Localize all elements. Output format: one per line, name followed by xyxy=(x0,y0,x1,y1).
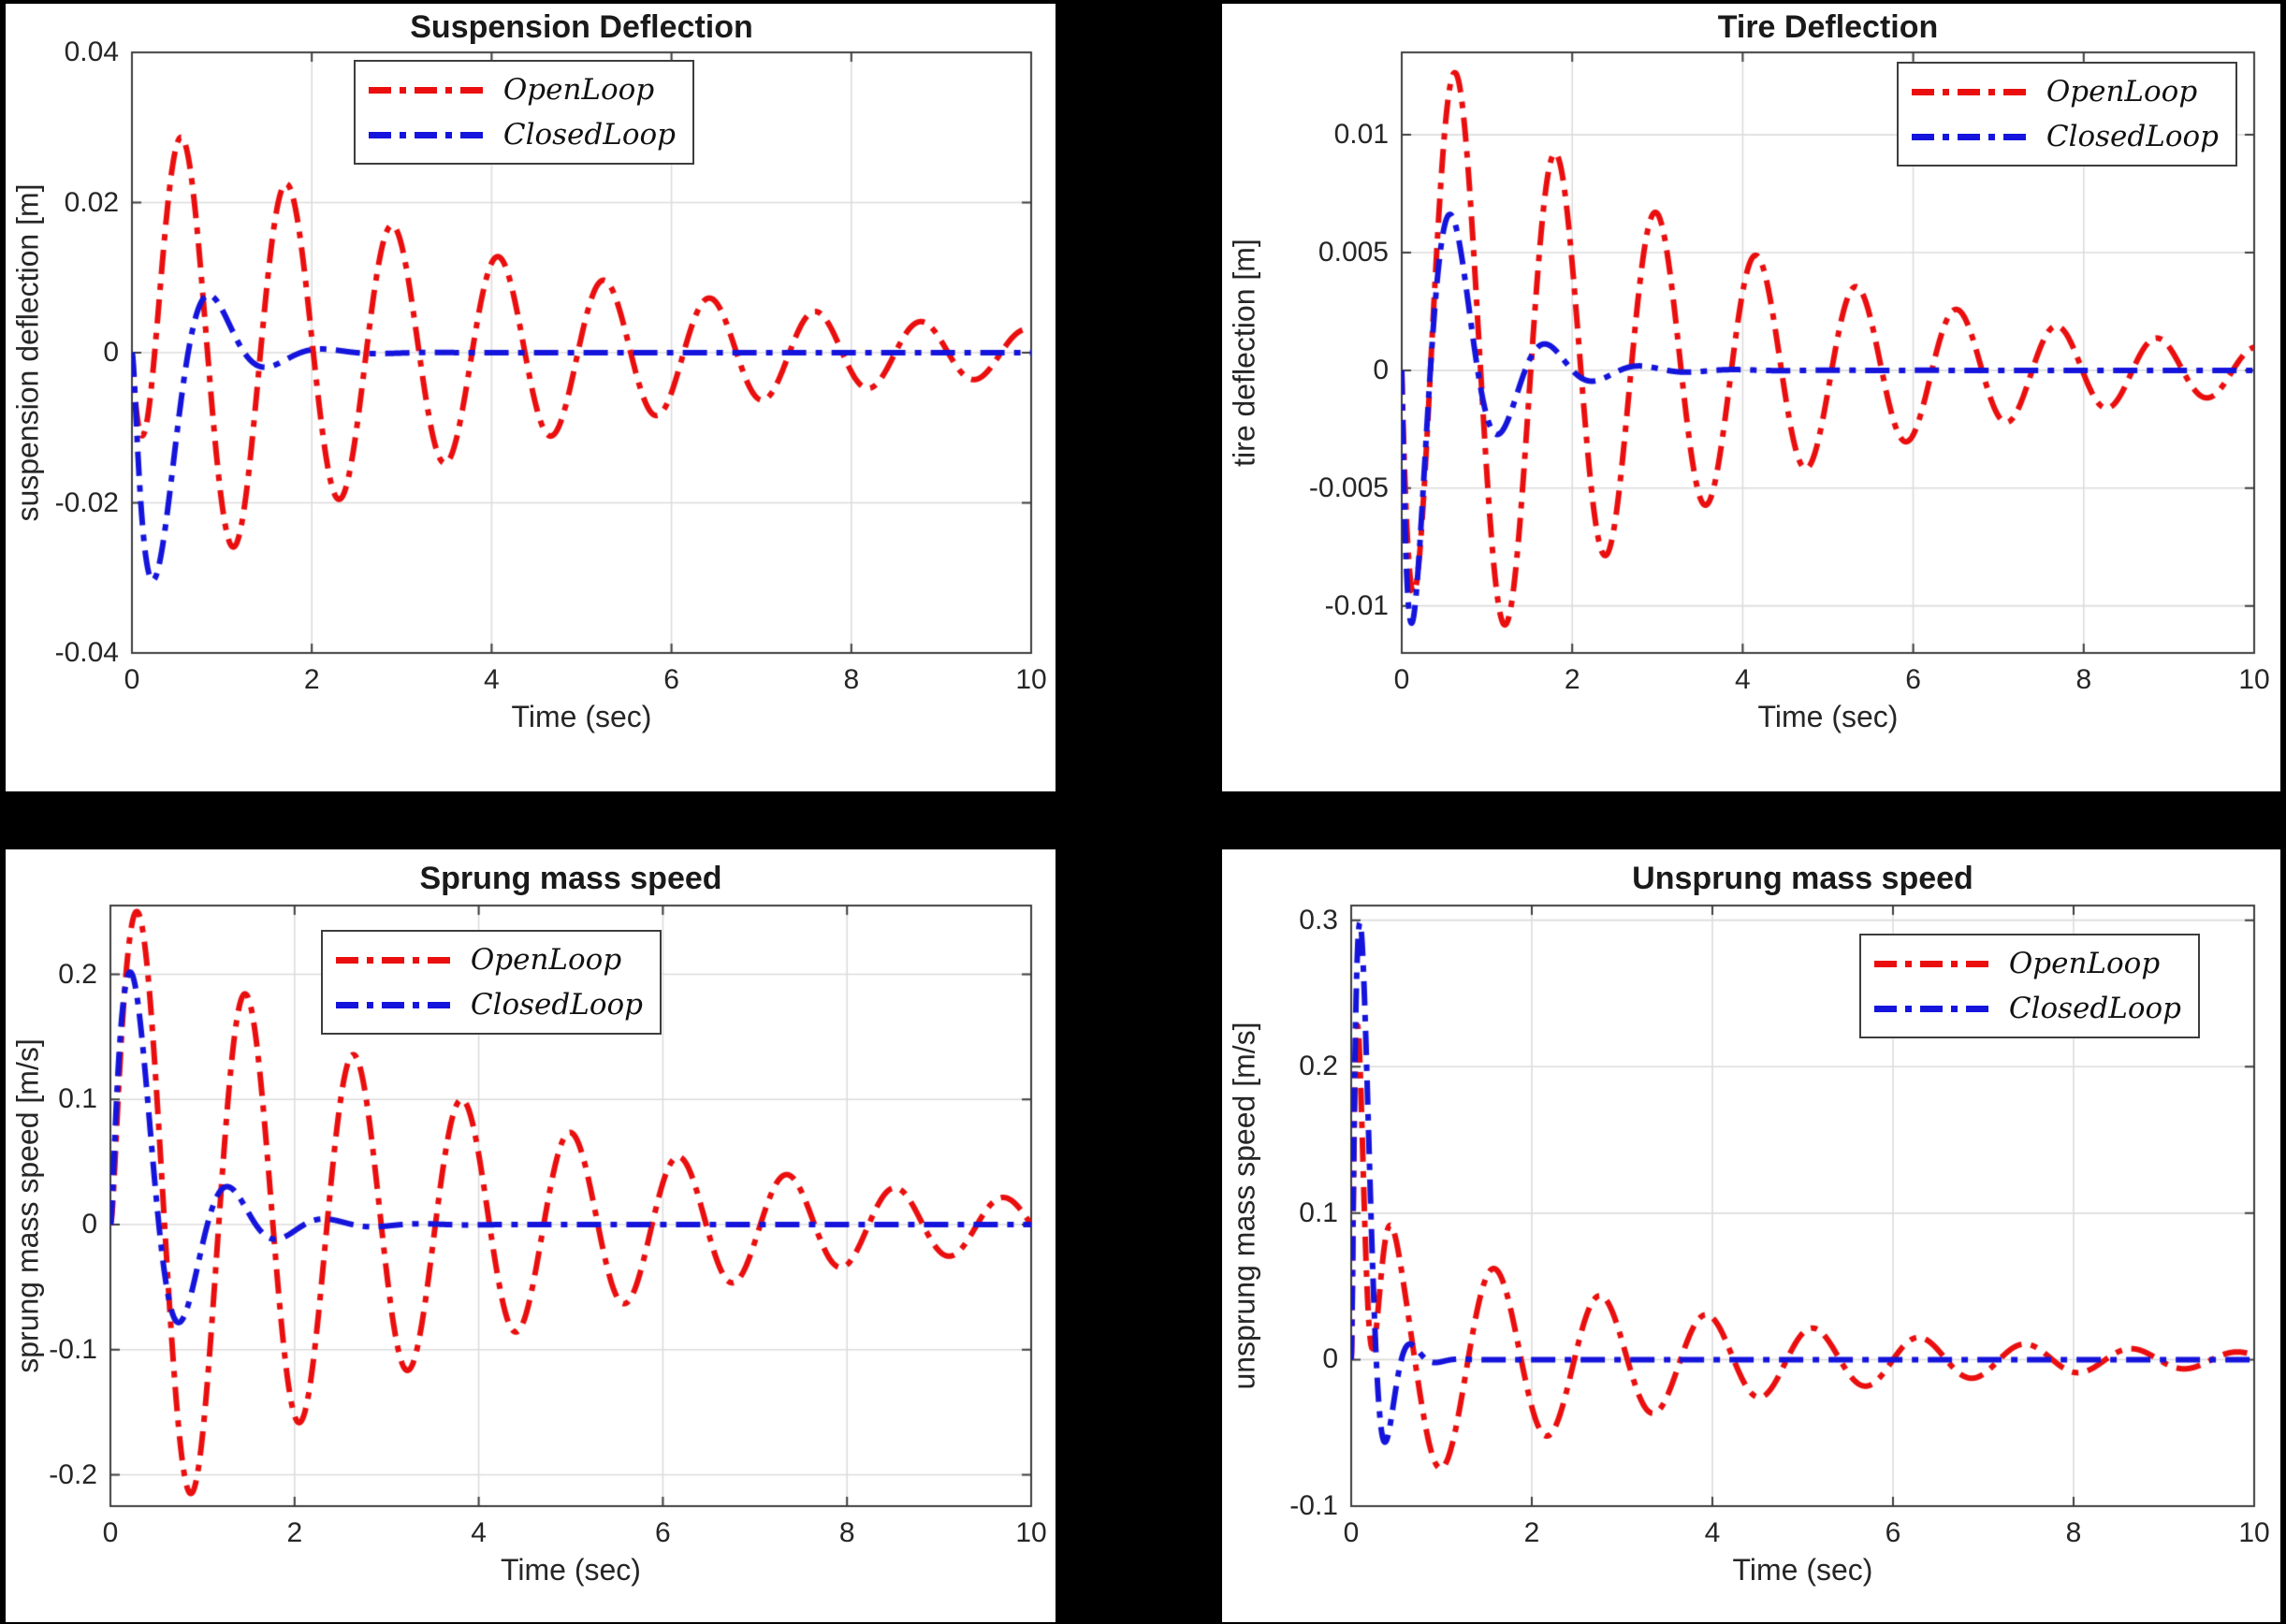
x-tick-label: 0 xyxy=(1343,1517,1360,1548)
legend-entry-openloop: OpenLoop xyxy=(1873,947,2181,980)
closedloop-dashdot-line-icon xyxy=(1911,133,2031,140)
y-tick-label: 0 xyxy=(81,1209,97,1240)
chart-panel-tire-deflection: Tire Deflection tire deflection [m] Time… xyxy=(1222,4,2280,791)
x-axis-label: Time (sec) xyxy=(511,700,652,733)
y-tick-label: 0 xyxy=(1373,354,1389,385)
x-tick-label: 6 xyxy=(1885,1517,1901,1548)
chart-panel-sprung-mass-speed: Sprung mass speed sprung mass speed [m/s… xyxy=(6,849,1056,1622)
legend-label-closedloop: ClosedLoop xyxy=(2008,992,2181,1025)
closedloop-dashdot-line-icon xyxy=(335,1001,456,1008)
x-tick-label: 8 xyxy=(843,664,860,695)
x-tick-label: 0 xyxy=(1393,664,1410,695)
legend-label-openloop: OpenLoop xyxy=(2046,75,2198,109)
x-tick-label: 8 xyxy=(2065,1517,2082,1548)
x-tick-label: 6 xyxy=(663,664,679,695)
openloop-dashdot-line-icon xyxy=(1873,960,1994,967)
y-tick-label: -0.1 xyxy=(1289,1490,1338,1521)
legend-entry-closedloop: ClosedLoop xyxy=(1873,992,2181,1025)
x-tick-label: 2 xyxy=(1523,1517,1540,1548)
x-tick-label: 4 xyxy=(1704,1517,1721,1548)
legend-entry-closedloop: ClosedLoop xyxy=(368,118,676,152)
y-tick-label: 0.02 xyxy=(64,186,119,218)
x-tick-label: 8 xyxy=(838,1517,855,1548)
openloop-dashdot-line-icon xyxy=(368,86,488,94)
y-tick-label: -0.01 xyxy=(1324,589,1389,621)
closedloop-dashdot-line-icon xyxy=(1873,1005,1994,1012)
x-tick-label: 0 xyxy=(102,1517,119,1548)
legend-label-openloop: OpenLoop xyxy=(2008,947,2161,980)
x-tick-label: 2 xyxy=(1564,664,1580,695)
y-tick-label: 0.005 xyxy=(1318,237,1389,268)
y-tick-label: 0.1 xyxy=(58,1083,97,1115)
x-tick-label: 2 xyxy=(303,664,320,695)
y-tick-label: -0.1 xyxy=(49,1333,97,1365)
legend-label-closedloop: ClosedLoop xyxy=(470,988,643,1022)
y-tick-label: 0 xyxy=(1322,1343,1338,1375)
x-tick-label: 2 xyxy=(286,1517,303,1548)
legend: OpenLoop ClosedLoop xyxy=(353,60,694,165)
legend: OpenLoop ClosedLoop xyxy=(320,930,662,1035)
legend: OpenLoop ClosedLoop xyxy=(1858,934,2200,1038)
legend-entry-closedloop: ClosedLoop xyxy=(1911,120,2219,153)
y-tick-label: -0.2 xyxy=(49,1458,97,1490)
legend-entry-closedloop: ClosedLoop xyxy=(335,988,643,1022)
legend-label-closedloop: ClosedLoop xyxy=(2046,120,2219,153)
x-tick-label: 8 xyxy=(2075,664,2092,695)
chart-panel-suspension-deflection: Suspension Deflection suspension deflect… xyxy=(6,4,1056,791)
y-tick-label: 0.01 xyxy=(1333,119,1389,151)
y-tick-label: -0.005 xyxy=(1308,471,1389,503)
y-tick-label: 0.2 xyxy=(58,958,97,990)
legend-label-openloop: OpenLoop xyxy=(502,73,655,107)
legend-entry-openloop: OpenLoop xyxy=(1911,75,2219,109)
chart-panel-unsprung-mass-speed: Unsprung mass speed unsprung mass speed … xyxy=(1222,849,2280,1622)
y-tick-label: 0.04 xyxy=(64,36,119,67)
y-tick-label: 0.3 xyxy=(1299,904,1338,935)
x-tick-label: 10 xyxy=(2238,664,2270,695)
x-tick-label: 0 xyxy=(124,664,140,695)
legend-entry-openloop: OpenLoop xyxy=(335,943,643,977)
x-tick-label: 4 xyxy=(1735,664,1751,695)
y-tick-label: 0.2 xyxy=(1299,1051,1338,1082)
x-tick-label: 6 xyxy=(1905,664,1921,695)
x-tick-label: 10 xyxy=(1015,664,1047,695)
x-axis-label: Time (sec) xyxy=(1757,700,1899,733)
x-tick-label: 6 xyxy=(655,1517,671,1548)
x-axis-label: Time (sec) xyxy=(501,1553,641,1587)
x-tick-label: 10 xyxy=(1015,1517,1047,1548)
y-tick-label: 0 xyxy=(103,337,119,368)
y-tick-label: -0.02 xyxy=(54,486,119,518)
x-tick-label: 10 xyxy=(2238,1517,2270,1548)
legend-label-closedloop: ClosedLoop xyxy=(502,118,676,152)
legend: OpenLoop ClosedLoop xyxy=(1896,62,2237,167)
x-tick-label: 4 xyxy=(471,1517,487,1548)
x-tick-label: 4 xyxy=(484,664,500,695)
y-tick-label: -0.04 xyxy=(54,637,119,668)
x-axis-label: Time (sec) xyxy=(1732,1553,1873,1587)
openloop-dashdot-line-icon xyxy=(1911,88,2031,95)
legend-entry-openloop: OpenLoop xyxy=(368,73,676,107)
closedloop-dashdot-line-icon xyxy=(368,131,488,138)
y-tick-label: 0.1 xyxy=(1299,1196,1338,1228)
legend-label-openloop: OpenLoop xyxy=(470,943,622,977)
openloop-dashdot-line-icon xyxy=(335,956,456,964)
